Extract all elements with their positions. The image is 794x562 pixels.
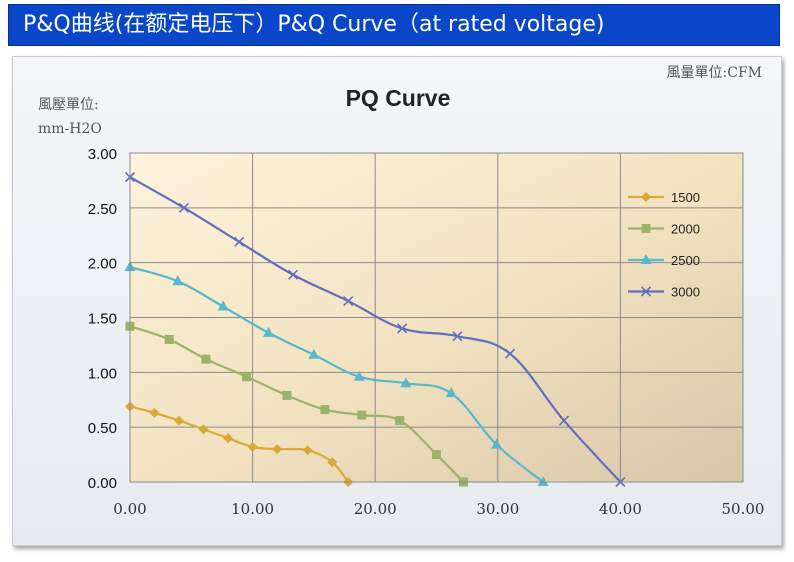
x-tick-label: 40.00 xyxy=(599,500,642,518)
data-point-marker xyxy=(400,377,412,388)
data-point-marker xyxy=(287,269,299,280)
y-axis-label-line-2: mm-H2O xyxy=(38,121,102,137)
data-point-marker xyxy=(223,433,234,444)
data-point-marker xyxy=(452,331,463,342)
x-axis-unit-label: 風量單位:CFM xyxy=(667,65,762,81)
data-point-marker xyxy=(217,300,229,311)
data-point-marker xyxy=(263,326,275,337)
data-point-marker xyxy=(308,348,320,359)
y-tick-label: 2.50 xyxy=(88,201,117,218)
x-tick-label: 10.00 xyxy=(231,500,274,518)
marker-stroke xyxy=(558,415,570,426)
data-point-marker xyxy=(149,407,160,418)
x-tick-label: 0.00 xyxy=(113,500,146,518)
series-group xyxy=(124,172,626,488)
data-point-marker xyxy=(432,450,441,460)
legend-label: 1500 xyxy=(671,190,700,205)
data-point-marker xyxy=(272,444,283,455)
data-point-marker xyxy=(640,286,652,297)
series-3000 xyxy=(124,172,626,488)
y-tick-label: 2.00 xyxy=(88,256,117,273)
legend-item-2500: 2500 xyxy=(628,253,700,268)
y-tick-label: 1.50 xyxy=(88,311,117,328)
marker-stroke xyxy=(287,269,299,280)
data-point-marker xyxy=(247,441,258,452)
data-point-marker xyxy=(397,323,408,334)
data-point-marker xyxy=(302,445,313,456)
data-point-marker xyxy=(640,254,652,264)
data-point-marker xyxy=(174,415,185,426)
data-point-marker xyxy=(234,236,245,247)
series-line xyxy=(129,325,465,483)
legend-label: 2500 xyxy=(671,253,700,268)
x-tick-label: 20.00 xyxy=(354,500,397,518)
marker-stroke xyxy=(343,295,354,307)
y-tick-label: 0.00 xyxy=(88,475,117,492)
legend: 1500 2000 2500 3000 xyxy=(628,190,700,300)
marker-stroke xyxy=(504,348,516,359)
series-2500 xyxy=(124,261,549,486)
marker-stroke xyxy=(178,202,190,213)
data-point-marker xyxy=(353,370,365,381)
legend-item-1500: 1500 xyxy=(628,190,700,205)
data-point-marker xyxy=(641,192,651,202)
y-tick-label: 0.50 xyxy=(88,420,117,437)
data-point-marker xyxy=(164,334,174,344)
marker-stroke xyxy=(640,286,652,297)
marker-stroke xyxy=(234,236,245,247)
series-line xyxy=(129,176,622,483)
legend-label: 3000 xyxy=(671,285,700,300)
tick-labels: 0.00 0.50 1.00 1.50 2.00 2.50 3.00 0.00 10.00 20.… xyxy=(88,146,765,518)
legend-item-2000: 2000 xyxy=(628,222,700,237)
data-point-marker xyxy=(241,372,251,382)
data-point-marker xyxy=(178,202,190,213)
y-axis-label-line-1: 風壓單位: xyxy=(38,97,99,113)
data-point-marker xyxy=(504,348,516,359)
x-tick-label: 30.00 xyxy=(476,500,519,518)
plot-border xyxy=(129,152,744,483)
series-line xyxy=(129,265,544,483)
data-point-marker xyxy=(320,405,330,415)
data-point-marker xyxy=(343,295,354,307)
chart-title: PQ Curve xyxy=(346,85,451,111)
data-point-marker xyxy=(327,457,338,468)
data-point-marker xyxy=(395,416,405,426)
x-tick-label: 50.00 xyxy=(722,500,765,518)
y-tick-label: 3.00 xyxy=(88,146,117,163)
legend-item-3000: 3000 xyxy=(628,285,700,300)
data-point-marker xyxy=(201,354,211,364)
data-point-marker xyxy=(445,387,457,398)
data-point-marker xyxy=(198,424,209,435)
data-point-marker xyxy=(537,476,549,486)
legend-label: 2000 xyxy=(671,222,700,237)
y-tick-label: 1.00 xyxy=(88,365,117,382)
marker-stroke xyxy=(452,331,463,342)
data-point-marker xyxy=(172,275,184,286)
series-line xyxy=(129,405,350,483)
data-point-marker xyxy=(641,224,651,233)
banner-title: P&Q曲线(在额定电压下）P&Q Curve（at rated voltage) xyxy=(8,4,780,46)
data-point-marker xyxy=(357,410,367,420)
marker-stroke xyxy=(397,323,408,334)
data-point-marker xyxy=(558,415,570,426)
data-point-marker xyxy=(282,390,292,400)
data-point-marker xyxy=(491,438,503,449)
